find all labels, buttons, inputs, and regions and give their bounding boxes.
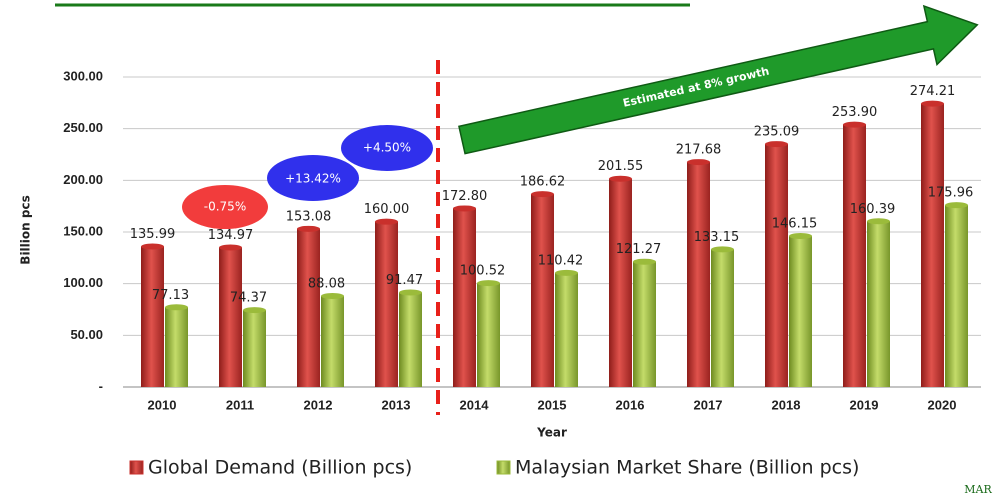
bar-cap bbox=[609, 175, 632, 182]
bar-cap bbox=[867, 218, 890, 225]
y-axis-label: Billion pcs bbox=[19, 195, 33, 264]
bar-cap bbox=[321, 292, 344, 299]
annotation: -0.75% bbox=[204, 200, 246, 214]
annotation-bubble bbox=[267, 155, 359, 201]
bar bbox=[165, 307, 188, 387]
value-label: 217.68 bbox=[676, 143, 722, 158]
legend-swatch bbox=[129, 460, 144, 475]
bar bbox=[321, 295, 344, 387]
bar-cap bbox=[141, 243, 164, 250]
bar-cap bbox=[765, 141, 788, 148]
y-tick-label: 100.00 bbox=[63, 275, 103, 290]
x-tick-label: 2013 bbox=[382, 397, 411, 412]
bar bbox=[555, 272, 578, 387]
y-tick-label: 300.00 bbox=[63, 68, 103, 83]
bar bbox=[633, 261, 656, 387]
bar-cap bbox=[477, 280, 500, 287]
annotation: +13.42% bbox=[285, 172, 341, 186]
legend-swatch bbox=[496, 460, 511, 475]
value-label: 201.55 bbox=[598, 159, 644, 174]
value-label: 134.97 bbox=[208, 228, 254, 243]
bar bbox=[219, 247, 242, 387]
value-label: 235.09 bbox=[754, 125, 800, 140]
bar-cap bbox=[843, 121, 866, 128]
bar bbox=[843, 124, 866, 388]
annotation: +4.50% bbox=[363, 141, 411, 155]
bar-cap bbox=[945, 202, 968, 209]
bar bbox=[921, 103, 944, 388]
bar bbox=[687, 162, 710, 387]
annotation-bubble bbox=[341, 125, 433, 171]
bar-cap bbox=[555, 269, 578, 276]
bar bbox=[243, 310, 266, 387]
x-tick-label: 2018 bbox=[772, 397, 801, 412]
x-tick-label: 2010 bbox=[148, 397, 177, 412]
value-label: 146.15 bbox=[772, 216, 818, 231]
bar-cap bbox=[531, 191, 554, 198]
x-tick-label: 2017 bbox=[694, 397, 723, 412]
value-label: 91.47 bbox=[386, 273, 423, 288]
bar-cap bbox=[297, 225, 320, 232]
bar-cap bbox=[399, 289, 422, 296]
bar bbox=[141, 246, 164, 387]
bar-cap bbox=[633, 258, 656, 265]
value-label: 100.52 bbox=[460, 264, 506, 279]
bar bbox=[453, 208, 476, 387]
annotation-bubble bbox=[182, 185, 268, 229]
bar bbox=[789, 235, 812, 387]
bar bbox=[765, 144, 788, 387]
bar bbox=[375, 221, 398, 387]
value-label: 160.00 bbox=[364, 202, 410, 217]
bar-cap bbox=[687, 159, 710, 166]
x-tick-label: 2012 bbox=[304, 397, 333, 412]
y-tick-label: 50.00 bbox=[70, 327, 103, 342]
value-label: 160.39 bbox=[850, 202, 896, 217]
bar-cap bbox=[219, 244, 242, 251]
x-tick-label: 2020 bbox=[928, 397, 957, 412]
bar-cap bbox=[375, 218, 398, 225]
legend-label: Malaysian Market Share (Billion pcs) bbox=[515, 457, 859, 479]
value-label: 88.08 bbox=[308, 276, 345, 291]
bar bbox=[477, 283, 500, 387]
bar-cap bbox=[789, 232, 812, 239]
logo: MAR bbox=[964, 483, 992, 496]
bar bbox=[531, 194, 554, 387]
bar-cap bbox=[921, 100, 944, 107]
legend-label: Global Demand (Billion pcs) bbox=[148, 457, 412, 479]
x-tick-label: 2019 bbox=[850, 397, 879, 412]
value-label: 77.13 bbox=[152, 288, 189, 303]
value-label: 110.42 bbox=[538, 253, 584, 268]
x-tick-label: 2015 bbox=[538, 397, 567, 412]
y-tick-label: 250.00 bbox=[63, 120, 103, 135]
value-label: 253.90 bbox=[832, 105, 878, 120]
value-label: 153.08 bbox=[286, 209, 332, 224]
bar-cap bbox=[711, 246, 734, 253]
bar bbox=[297, 228, 320, 387]
bar-cap bbox=[165, 304, 188, 311]
arrow-shape bbox=[458, 4, 979, 155]
value-label: 186.62 bbox=[520, 175, 566, 190]
bar bbox=[945, 205, 968, 387]
bar-cap bbox=[243, 307, 266, 314]
value-label: 135.99 bbox=[130, 227, 176, 242]
x-axis-label: Year bbox=[536, 426, 567, 440]
bar bbox=[399, 292, 422, 387]
value-label: 175.96 bbox=[928, 186, 974, 201]
x-tick-label: 2011 bbox=[226, 397, 254, 412]
x-tick-label: 2016 bbox=[616, 397, 645, 412]
bar bbox=[609, 178, 632, 387]
x-tick-label: 2014 bbox=[460, 397, 490, 412]
bar-cap bbox=[453, 205, 476, 212]
value-label: 121.27 bbox=[616, 242, 662, 257]
value-label: 274.21 bbox=[910, 84, 956, 99]
bar bbox=[711, 249, 734, 387]
value-label: 133.15 bbox=[694, 230, 740, 245]
bar bbox=[867, 221, 890, 387]
y-tick-label: - bbox=[99, 378, 103, 393]
y-tick-label: 200.00 bbox=[63, 172, 103, 187]
y-tick-label: 150.00 bbox=[63, 223, 103, 238]
value-label: 74.37 bbox=[230, 291, 267, 306]
value-label: 172.80 bbox=[442, 189, 488, 204]
